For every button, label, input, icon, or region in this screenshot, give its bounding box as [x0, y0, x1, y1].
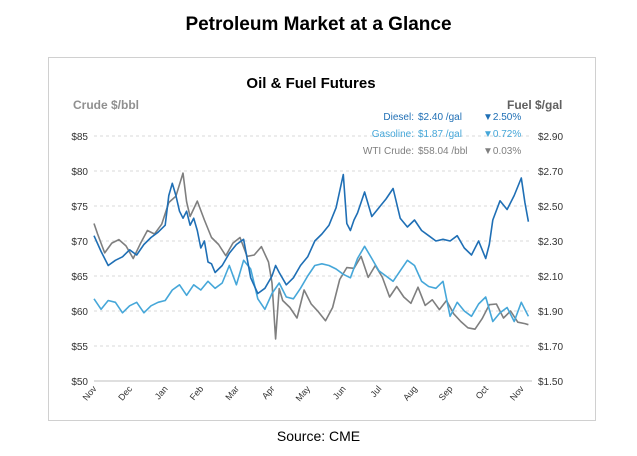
source-caption: Source: CME: [276, 428, 361, 444]
x-tick-label: May: [294, 383, 313, 403]
y-right-tick-label: $2.70: [538, 167, 563, 178]
x-tick-label: Jun: [331, 384, 348, 402]
y-left-tick-label: $70: [71, 237, 88, 248]
legend-change: ▼0.72%: [483, 129, 521, 140]
y-right-tick-label: $1.50: [538, 377, 563, 388]
x-tick-label: Oct: [474, 383, 491, 401]
y-left-tick-label: $75: [71, 202, 88, 213]
page-title: Petroleum Market at a Glance: [185, 14, 452, 35]
y-right-tick-label: $1.70: [538, 342, 563, 353]
x-tick-label: Feb: [188, 384, 206, 402]
y-right-tick-label: $2.90: [538, 132, 563, 143]
oil-fuel-futures-chart: Oil & Fuel Futures Crude $/bbl Fuel $/ga…: [71, 75, 563, 403]
wti-crude-line: [93, 172, 529, 340]
x-tick-label: Apr: [260, 384, 277, 401]
legend-price: $1.87 /gal: [418, 129, 462, 140]
x-tick-label: Aug: [401, 384, 419, 403]
legend-change: ▼2.50%: [483, 112, 521, 123]
y-left-tick-label: $65: [71, 272, 88, 283]
y-left-tick-label: $85: [71, 132, 88, 143]
legend: Diesel: $2.40 /gal ▼2.50% Gasoline: $1.87 /g…: [363, 112, 521, 157]
y-left-tick-label: $60: [71, 307, 88, 318]
axis-ticks: $50 $1.50 $55 $1.70 $60 $1.90 $65 $2.10 $70 $2.30…: [71, 132, 563, 403]
y-right-label: Fuel $/gal: [507, 98, 562, 112]
legend-price: $58.04 /bbl: [418, 146, 468, 157]
x-tick-label: Nov: [508, 383, 526, 402]
legend-price: $2.40 /gal: [418, 112, 462, 123]
diesel-line: [93, 173, 530, 295]
y-right-tick-label: $2.10: [538, 272, 563, 283]
x-tick-label: Mar: [223, 384, 241, 402]
legend-change: ▼0.03%: [483, 146, 521, 157]
y-left-tick-label: $50: [71, 377, 88, 388]
y-left-label: Crude $/bbl: [73, 98, 139, 112]
series-lines: [93, 172, 530, 340]
legend-label: Gasoline:: [372, 129, 414, 140]
y-left-tick-label: $55: [71, 342, 88, 353]
legend-label: Diesel:: [383, 112, 414, 123]
legend-label: WTI Crude:: [363, 146, 414, 157]
x-tick-label: Jul: [368, 384, 383, 399]
x-tick-label: Sep: [437, 384, 455, 403]
chart-title: Oil & Fuel Futures: [246, 75, 375, 92]
y-left-tick-label: $80: [71, 167, 88, 178]
chart-frame: Oil & Fuel Futures Crude $/bbl Fuel $/ga…: [48, 57, 596, 421]
y-right-tick-label: $2.30: [538, 237, 563, 248]
y-right-tick-label: $1.90: [538, 307, 563, 318]
gridlines: [94, 135, 532, 382]
y-right-tick-label: $2.50: [538, 202, 563, 213]
gasoline-line: [93, 245, 530, 323]
x-tick-label: Jan: [153, 384, 170, 402]
x-tick-label: Dec: [116, 383, 134, 402]
